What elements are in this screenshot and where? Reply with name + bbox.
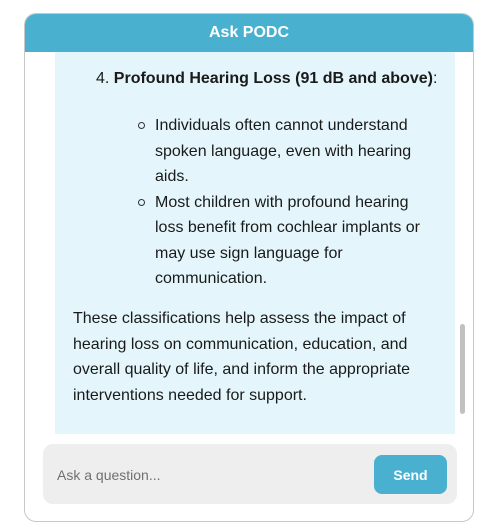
send-button[interactable]: Send [374,455,447,494]
list-item-number: 4. [96,70,110,87]
vertical-scrollbar-thumb[interactable] [460,324,465,414]
question-input[interactable] [55,460,359,490]
summary-paragraph: These classifications help assess the im… [73,310,411,404]
list-item-colon: : [432,70,438,87]
composer-bar: Send [43,444,457,504]
sub-point: Most children with profound hearing loss… [135,190,425,292]
message-area[interactable]: 4. Profound Hearing Loss (91 dB and abov… [25,52,473,434]
assistant-message-bubble [55,52,455,434]
chat-window: Ask PODC 4. Profound Hearing Loss (91 dB… [24,13,474,522]
list-item-title: Profound Hearing Loss (91 dB and above) [113,70,433,87]
sub-point: Individuals often cannot understand spok… [135,113,425,190]
chat-header: Ask PODC [25,14,473,52]
list-item-profound: 4. Profound Hearing Loss (91 dB and abov… [96,70,437,88]
chat-title: Ask PODC [208,24,290,41]
sub-point-list: Individuals often cannot understand spok… [135,113,425,292]
